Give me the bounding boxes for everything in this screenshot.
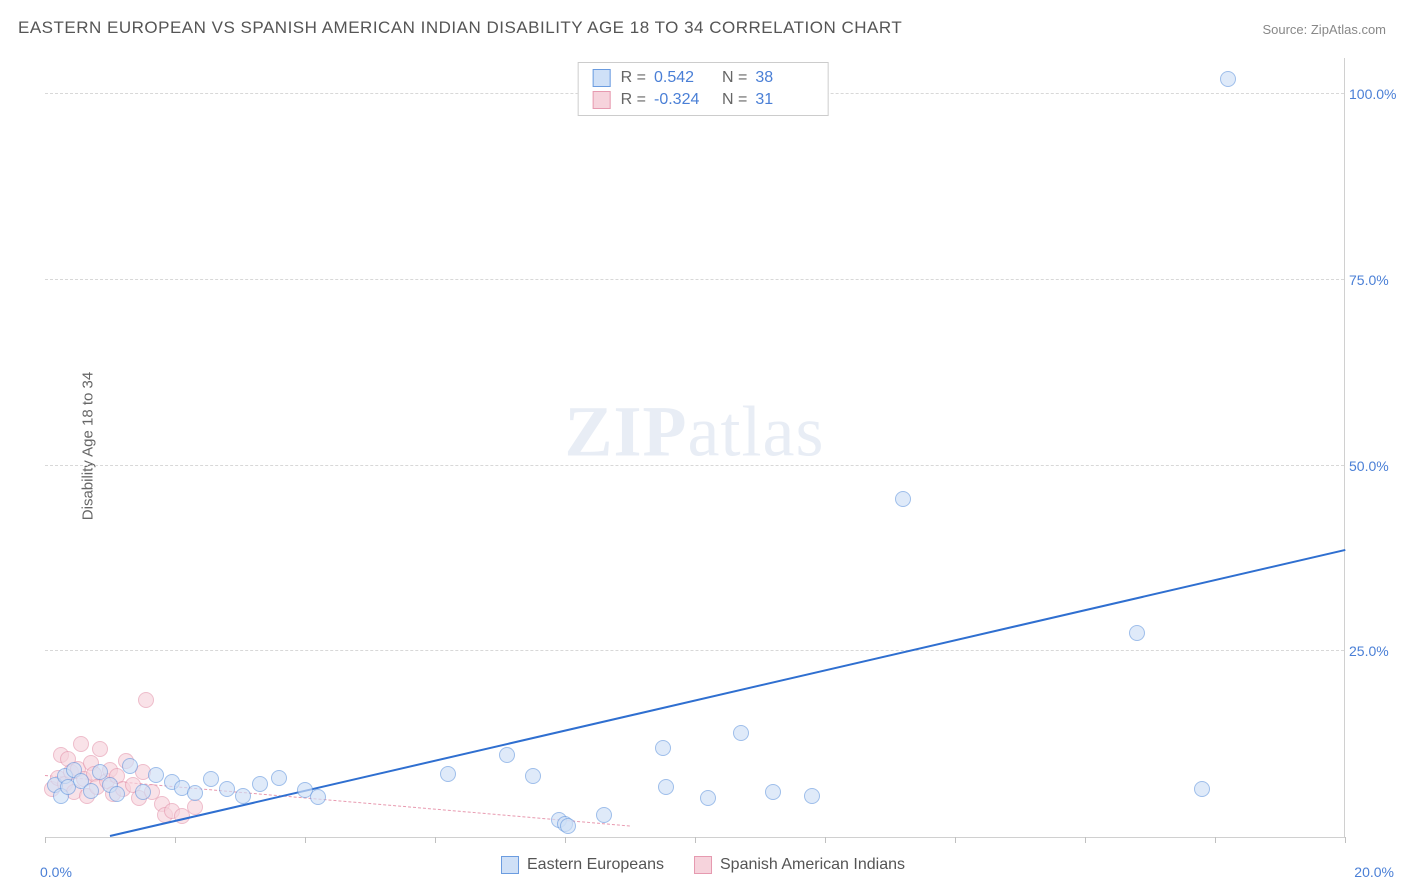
data-point [203, 771, 219, 787]
gridline-h [45, 465, 1344, 466]
legend-swatch-bottom-1 [694, 856, 712, 874]
r-value-1: -0.324 [654, 91, 712, 109]
data-point [733, 725, 749, 741]
data-point [1194, 781, 1210, 797]
n-value-1: 31 [755, 91, 813, 109]
data-point [700, 790, 716, 806]
data-point [655, 740, 671, 756]
x-tick-mark [305, 837, 306, 843]
legend-item-0: Eastern Europeans [501, 856, 664, 874]
x-tick-mark [1215, 837, 1216, 843]
x-tick-mark [1345, 837, 1346, 843]
data-point [765, 784, 781, 800]
data-point [499, 747, 515, 763]
n-label: N = [722, 69, 747, 87]
data-point [1220, 71, 1236, 87]
data-point [109, 786, 125, 802]
data-point [83, 783, 99, 799]
n-label: N = [722, 91, 747, 109]
gridline-h [45, 650, 1344, 651]
r-label: R = [621, 69, 646, 87]
data-point [560, 818, 576, 834]
watermark-part2: atlas [688, 391, 825, 471]
x-tick-mark [695, 837, 696, 843]
r-label: R = [621, 91, 646, 109]
data-point [1129, 625, 1145, 641]
legend-label-0: Eastern Europeans [527, 856, 664, 874]
scatter-plot-area: ZIPatlas 25.0%50.0%75.0%100.0% [45, 58, 1345, 838]
x-tick-mark [175, 837, 176, 843]
correlation-legend: R = 0.542 N = 38 R = -0.324 N = 31 [578, 62, 829, 116]
data-point [219, 781, 235, 797]
data-point [148, 767, 164, 783]
legend-swatch-bottom-0 [501, 856, 519, 874]
y-tick-label: 25.0% [1349, 643, 1404, 659]
y-tick-label: 100.0% [1349, 86, 1404, 102]
data-point [138, 692, 154, 708]
r-value-0: 0.542 [654, 69, 712, 87]
legend-swatch-0 [593, 69, 611, 87]
y-tick-label: 75.0% [1349, 272, 1404, 288]
watermark-text: ZIPatlas [565, 390, 825, 473]
data-point [895, 491, 911, 507]
data-point [235, 788, 251, 804]
data-point [310, 789, 326, 805]
data-point [135, 784, 151, 800]
data-point [525, 768, 541, 784]
x-axis-max-label: 20.0% [1354, 864, 1394, 880]
series-legend: Eastern Europeans Spanish American India… [501, 856, 905, 874]
trendline-0 [110, 549, 1345, 837]
data-point [187, 785, 203, 801]
legend-item-1: Spanish American Indians [694, 856, 905, 874]
legend-row-series-0: R = 0.542 N = 38 [579, 67, 828, 89]
y-tick-label: 50.0% [1349, 458, 1404, 474]
data-point [440, 766, 456, 782]
data-point [804, 788, 820, 804]
legend-swatch-1 [593, 91, 611, 109]
legend-label-1: Spanish American Indians [720, 856, 905, 874]
gridline-h [45, 279, 1344, 280]
watermark-part1: ZIP [565, 391, 688, 471]
x-tick-mark [45, 837, 46, 843]
data-point [271, 770, 287, 786]
data-point [596, 807, 612, 823]
x-tick-mark [1085, 837, 1086, 843]
n-value-0: 38 [755, 69, 813, 87]
source-attribution: Source: ZipAtlas.com [1262, 22, 1386, 37]
x-tick-mark [435, 837, 436, 843]
chart-title: EASTERN EUROPEAN VS SPANISH AMERICAN IND… [18, 18, 902, 38]
data-point [252, 776, 268, 792]
x-axis-min-label: 0.0% [40, 864, 72, 880]
data-point [92, 741, 108, 757]
data-point [658, 779, 674, 795]
x-tick-mark [955, 837, 956, 843]
legend-row-series-1: R = -0.324 N = 31 [579, 89, 828, 111]
x-tick-mark [565, 837, 566, 843]
data-point [122, 758, 138, 774]
data-point [73, 736, 89, 752]
x-tick-mark [825, 837, 826, 843]
